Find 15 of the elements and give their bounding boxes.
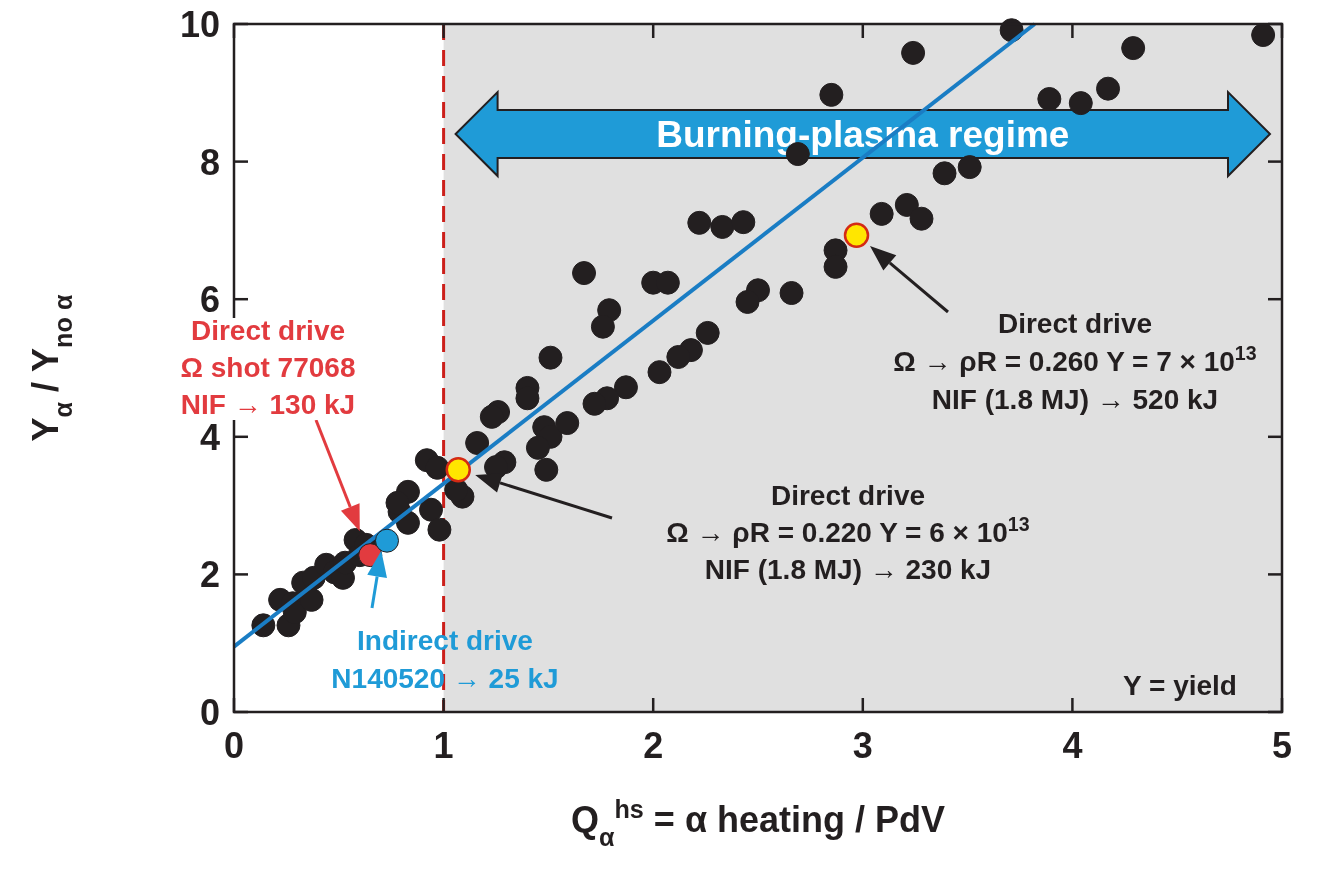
y-tick-label: 0 bbox=[199, 692, 220, 733]
text: Direct drive Ω → ρR = 0.260 Y = 7 × 10$^{13}$ NIF (1.8 MJ) → 520 kJ bbox=[893, 308, 1257, 415]
text: Direct drive Ω → ρR = 0.220 Y = 6 × 10$^{13}$ NIF (1.8 MJ) → 230 kJ bbox=[666, 480, 1030, 585]
band-label: Burning-plasma regime bbox=[656, 114, 1070, 156]
annotation: Y = yield bbox=[1123, 670, 1237, 701]
annotation: Indirect drive N140520 → 25 kJ bbox=[331, 625, 559, 694]
x-tick-label: 3 bbox=[852, 725, 873, 766]
x-axis-title: Q$_{α}$$^{hs}$ = α heating / PdV bbox=[570, 795, 946, 851]
x-tick-label: 2 bbox=[643, 725, 664, 766]
y-tick-label: 8 bbox=[199, 141, 220, 183]
x-tick-label: 4 bbox=[1062, 725, 1083, 766]
x-tick-label: 5 bbox=[1271, 725, 1293, 766]
y-tick-label: 2 bbox=[199, 554, 220, 596]
x-tick-label: 1 bbox=[433, 725, 454, 766]
y-tick-label: 10 bbox=[179, 4, 220, 45]
